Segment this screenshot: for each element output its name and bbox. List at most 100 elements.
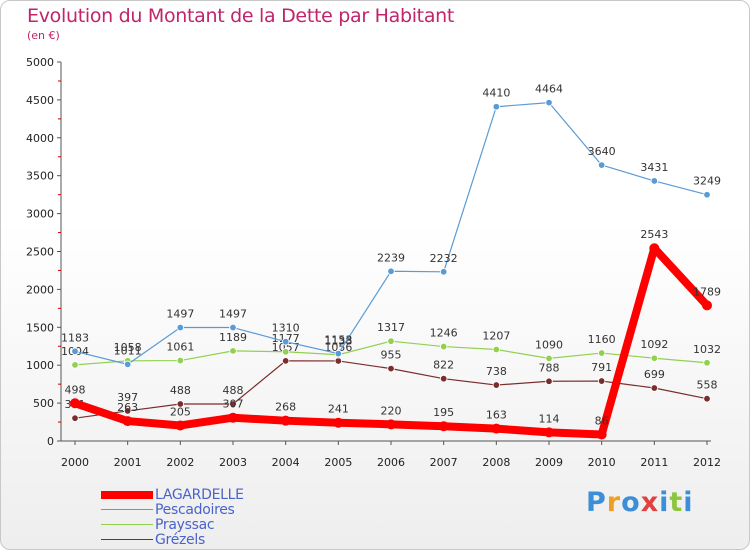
x-tick-label: 2002 [166,456,194,469]
data-point [439,268,448,276]
x-tick-label: 2004 [272,456,300,469]
y-tick-label: 2000 [26,283,54,296]
x-tick-label: 2012 [693,456,721,469]
data-point [387,364,395,373]
data-label: 4410 [482,87,510,100]
data-label: 3431 [640,161,668,174]
data-point [492,345,501,354]
logo-letter: o [621,487,641,518]
data-label: 1310 [272,322,300,335]
data-label: 2239 [377,251,405,264]
data-point [702,300,712,311]
logo-letter: x [640,487,660,518]
y-tick-label: 1500 [26,321,54,334]
data-label: 3640 [588,145,616,158]
y-tick-label: 3500 [26,170,54,183]
y-tick-label: 4000 [26,132,54,145]
legend-swatch [101,490,153,499]
legend-swatch [101,523,153,526]
data-label: 1207 [482,330,510,343]
data-label: 4464 [535,83,563,96]
data-point [545,354,553,363]
data-label: 558 [697,379,718,392]
data-label: 3249 [693,175,721,188]
y-tick-label: 2500 [26,246,54,259]
data-point [545,98,553,107]
data-point [281,348,290,356]
data-label: 205 [170,405,191,418]
data-label: 822 [433,359,454,372]
data-label: 195 [433,406,454,419]
x-tick-label: 2001 [114,456,142,469]
data-label: 163 [486,409,507,422]
data-point [387,337,395,345]
legend-item: Prayssac [101,516,215,533]
data-label: 1497 [166,308,194,321]
data-label: 1011 [114,344,142,357]
y-tick-label: 5000 [26,56,54,69]
legend-label: Pescadoires [155,501,235,518]
data-label: 1153 [324,334,352,347]
data-point [596,429,607,440]
data-label: 1497 [219,308,247,321]
data-label: 1057 [272,341,300,354]
data-point [71,347,79,356]
data-label: 307 [223,398,244,411]
logo-letter: P [586,487,607,518]
data-point [439,374,448,383]
data-point [229,323,237,332]
data-point [649,243,660,254]
data-label: 2232 [430,252,458,265]
data-label: 263 [117,401,138,414]
data-point [492,381,501,389]
data-label: 86 [595,414,609,427]
legend-swatch [101,508,153,511]
legend-label: Prayssac [155,516,215,533]
data-label: 220 [381,404,402,417]
logo-letter: i [659,487,670,518]
data-label: 241 [328,403,349,416]
data-label: 1061 [166,341,194,354]
chart-title: Evolution du Montant de la Dette par Hab… [27,5,455,27]
data-point [387,267,395,275]
logo-letter: r [606,487,622,518]
x-tick-label: 2010 [588,456,616,469]
data-point [703,359,711,367]
y-tick-label: 0 [47,435,54,448]
data-label: 1789 [693,285,721,298]
data-label: 1032 [693,343,721,356]
data-point [650,177,659,185]
logo-letter: i [683,487,694,518]
data-point [176,356,185,365]
data-label: 699 [644,368,665,381]
data-point [176,323,185,332]
data-point [703,395,711,403]
x-tick-label: 2000 [61,456,89,469]
data-label: 488 [223,384,244,397]
legend-swatch [101,538,153,541]
data-point [544,427,554,438]
data-label: 1092 [640,338,668,351]
y-tick-label: 3000 [26,208,54,221]
data-point [545,377,553,385]
data-point [175,420,186,431]
data-point [597,161,606,169]
data-label: 114 [539,412,560,425]
data-point [439,342,448,351]
proxiti-logo: Proxiti [586,487,694,518]
data-point [229,400,237,408]
x-tick-label: 2011 [640,456,668,469]
data-label: 791 [591,361,612,374]
logo-letter: t [669,487,684,518]
data-point [597,377,606,385]
data-point [650,354,659,362]
data-label: 1183 [61,331,89,344]
data-label: 1090 [535,338,563,351]
data-point [176,400,185,408]
legend-item: Pescadoires [101,501,235,518]
data-label: 498 [65,383,86,396]
data-point [650,384,659,392]
data-point [123,360,132,369]
x-tick-label: 2009 [535,456,563,469]
